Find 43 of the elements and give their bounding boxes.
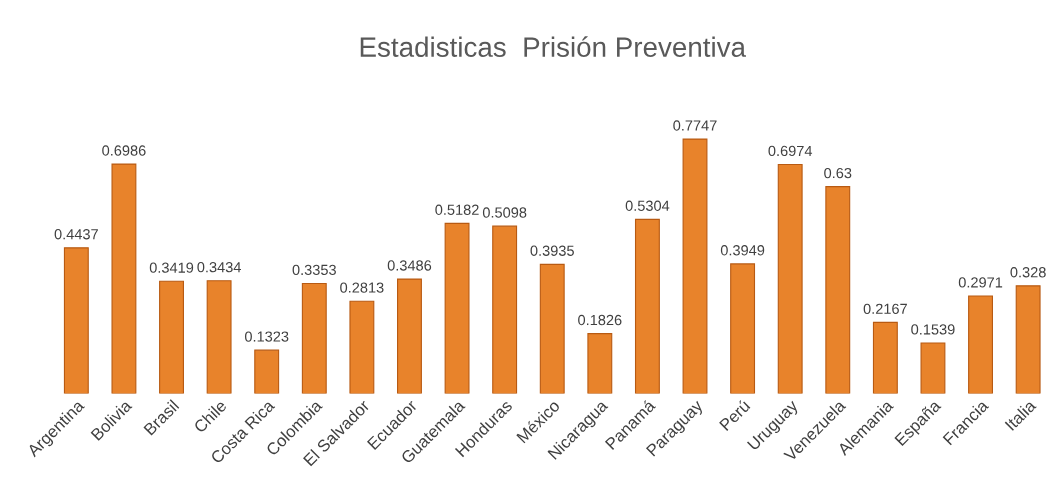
bar <box>682 138 708 394</box>
data-label: 0.3434 <box>197 262 241 273</box>
data-label: 0.1826 <box>578 314 622 326</box>
bar <box>777 163 803 394</box>
bar <box>587 333 613 394</box>
data-label: 0.328 <box>1010 267 1046 278</box>
bar <box>397 278 422 394</box>
data-label: 0.3935 <box>530 245 574 256</box>
bar <box>634 218 660 394</box>
bar <box>968 295 993 394</box>
bar <box>920 342 946 394</box>
bar <box>872 321 898 394</box>
bar <box>301 282 327 394</box>
bar <box>444 222 470 394</box>
bar <box>349 300 375 394</box>
data-label: 0.5182 <box>435 204 479 215</box>
chart-title: Estadisticas Prisión Preventiva <box>360 36 746 58</box>
bar <box>63 247 89 394</box>
data-label: 0.3419 <box>149 262 194 273</box>
bar <box>111 163 137 394</box>
data-label: 0.6974 <box>768 145 813 157</box>
bar <box>730 263 756 394</box>
data-label: 0.63 <box>824 167 852 179</box>
data-label: 0.2971 <box>958 277 1003 288</box>
data-label: 0.3949 <box>720 245 765 256</box>
data-label: 0.6986 <box>102 145 146 156</box>
bar <box>159 280 184 394</box>
bar <box>206 280 232 394</box>
data-label: 0.3353 <box>292 264 336 276</box>
data-label: 0.1323 <box>244 331 289 342</box>
bar <box>1015 285 1041 394</box>
data-label: 0.5304 <box>625 200 670 211</box>
data-label: 0.1539 <box>911 324 955 335</box>
bar <box>254 349 280 394</box>
bar <box>825 186 851 394</box>
data-label: 0.4437 <box>54 229 98 240</box>
data-label: 0.3486 <box>387 260 432 271</box>
data-label: 0.2167 <box>863 303 907 314</box>
bar <box>539 263 565 394</box>
data-label: 0.2813 <box>340 282 384 293</box>
data-label: 0.7747 <box>673 120 717 131</box>
bar <box>492 225 518 394</box>
data-label: 0.5098 <box>482 207 527 218</box>
